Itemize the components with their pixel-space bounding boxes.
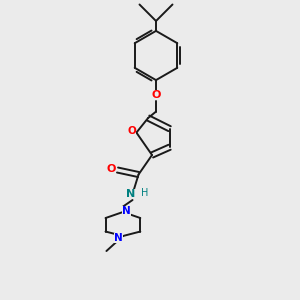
Text: N: N (114, 232, 123, 242)
Text: O: O (151, 90, 161, 100)
Text: H: H (141, 188, 149, 197)
Text: N: N (122, 206, 131, 215)
Text: O: O (107, 164, 116, 173)
Text: O: O (128, 126, 136, 136)
Text: N: N (126, 189, 136, 199)
